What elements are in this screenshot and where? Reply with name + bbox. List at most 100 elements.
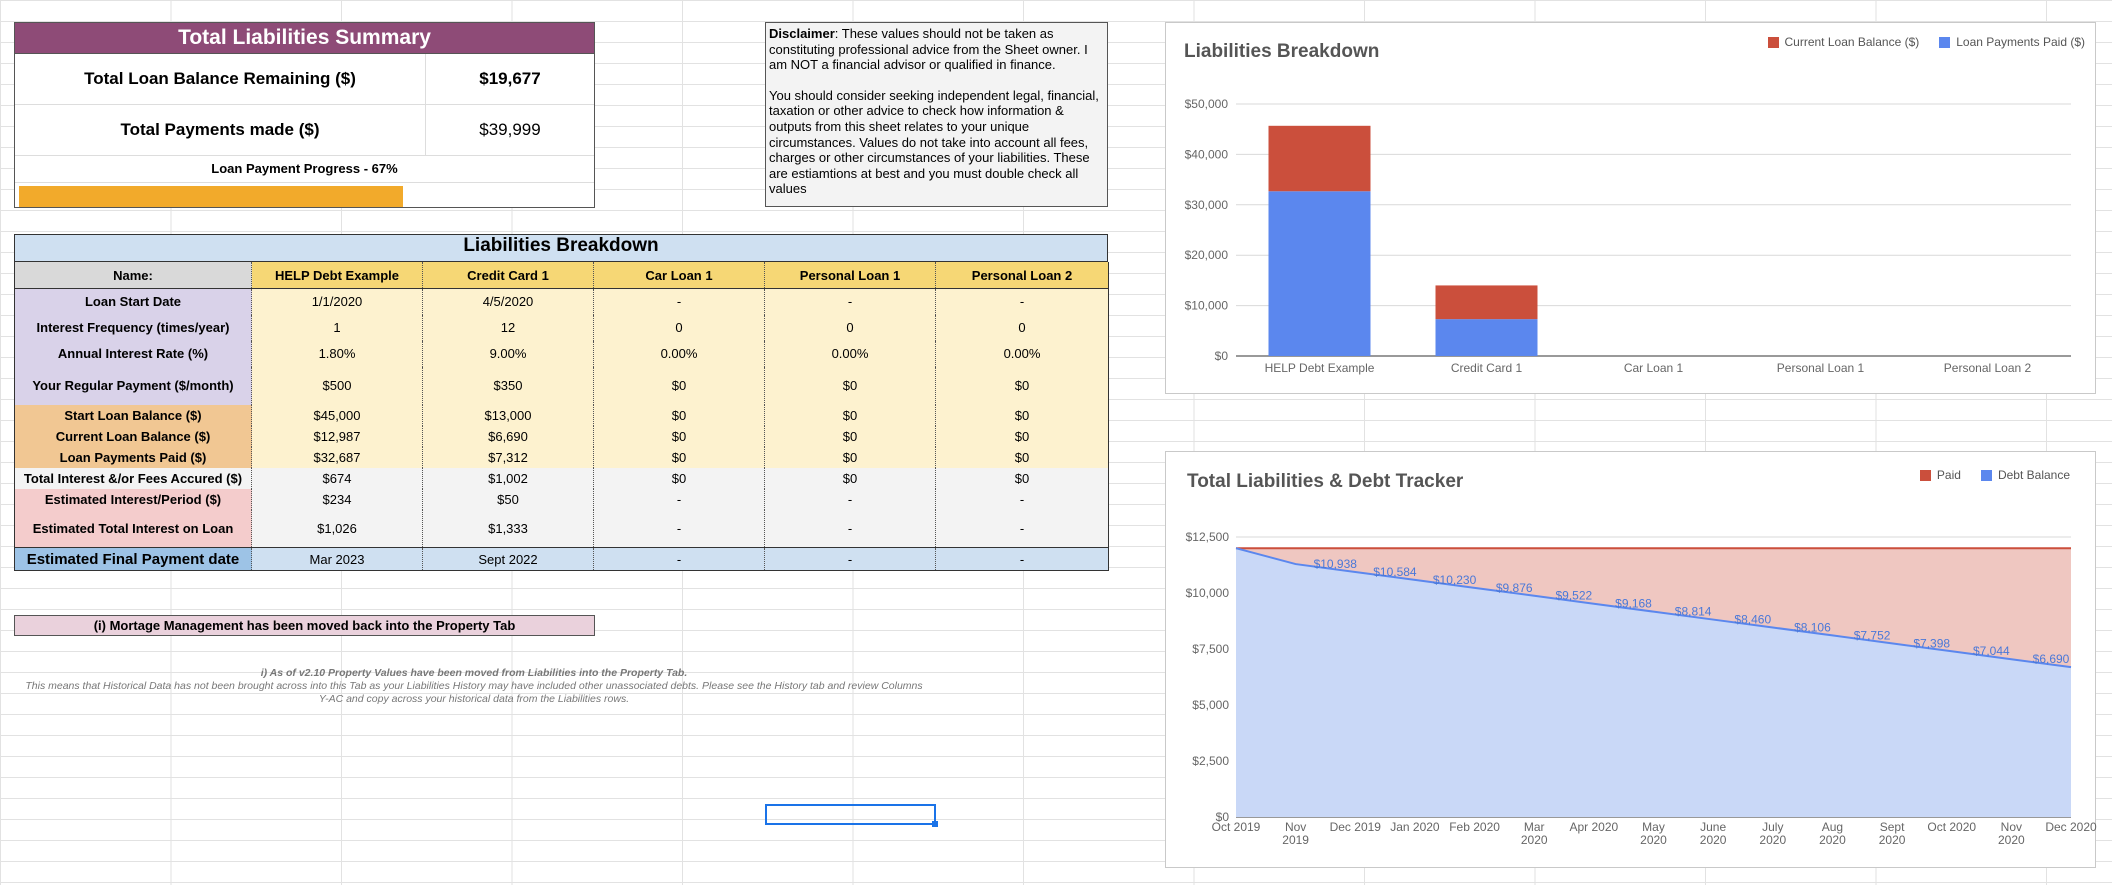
- table-cell[interactable]: $45,000: [251, 404, 423, 426]
- table-cell[interactable]: $7,312: [422, 446, 594, 468]
- column-header[interactable]: Credit Card 1: [422, 262, 594, 289]
- table-cell[interactable]: -: [764, 509, 936, 548]
- table-cell[interactable]: $0: [593, 404, 765, 426]
- row-label[interactable]: Estimated Final Payment date: [14, 547, 252, 571]
- table-cell[interactable]: $12,987: [251, 425, 423, 447]
- table-cell[interactable]: $674: [251, 467, 423, 489]
- row-label[interactable]: Annual Interest Rate (%): [14, 340, 252, 367]
- data-label: $6,690: [2033, 652, 2070, 666]
- y-tick-label: $30,000: [1185, 198, 1229, 212]
- x-tick-label: Mar 2020: [1521, 820, 1548, 847]
- selected-cell[interactable]: [765, 804, 938, 827]
- summary-row-payments[interactable]: Total Payments made ($) $39,999: [15, 105, 594, 156]
- table-cell[interactable]: $50: [422, 488, 594, 510]
- table-cell[interactable]: $13,000: [422, 404, 594, 426]
- y-tick-label: $10,000: [1186, 586, 1230, 600]
- table-row: Total Interest &/or Fees Accured ($) $674…: [14, 467, 1109, 489]
- row-label[interactable]: Your Regular Payment ($/month): [14, 366, 252, 405]
- row-label[interactable]: Loan Start Date: [14, 288, 252, 315]
- table-cell[interactable]: 0: [935, 314, 1109, 341]
- table-cell[interactable]: Mar 2023: [251, 547, 423, 571]
- row-label[interactable]: Loan Payments Paid ($): [14, 446, 252, 468]
- table-cell[interactable]: $0: [935, 446, 1109, 468]
- x-tick-label: Dec 2019: [1330, 820, 1382, 834]
- table-cell[interactable]: $32,687: [251, 446, 423, 468]
- table-cell[interactable]: $1,002: [422, 467, 594, 489]
- table-cell[interactable]: -: [764, 547, 936, 571]
- table-cell[interactable]: $6,690: [422, 425, 594, 447]
- bar-segment: [1435, 319, 1538, 356]
- column-header[interactable]: Car Loan 1: [593, 262, 765, 289]
- table-cell[interactable]: 0: [764, 314, 936, 341]
- breakdown-title: Liabilities Breakdown: [14, 234, 1108, 262]
- table-cell[interactable]: -: [764, 288, 936, 315]
- table-cell[interactable]: $0: [764, 425, 936, 447]
- x-tick-label: Personal Loan 2: [1944, 361, 2032, 375]
- table-cell[interactable]: -: [764, 488, 936, 510]
- table-cell[interactable]: 4/5/2020: [422, 288, 594, 315]
- table-cell[interactable]: $0: [935, 404, 1109, 426]
- x-tick-label: Nov 2020: [1998, 820, 2025, 847]
- table-cell[interactable]: 1/1/2020: [251, 288, 423, 315]
- column-header[interactable]: Personal Loan 1: [764, 262, 936, 289]
- table-cell[interactable]: -: [935, 509, 1109, 548]
- row-label[interactable]: Estimated Interest/Period ($): [14, 488, 252, 510]
- table-cell[interactable]: -: [593, 288, 765, 315]
- table-cell[interactable]: -: [935, 488, 1109, 510]
- data-label: $7,044: [1973, 644, 2010, 658]
- x-tick-label: Oct 2019: [1212, 820, 1261, 834]
- x-tick-label: Aug 2020: [1819, 820, 1846, 847]
- row-label[interactable]: Total Interest &/or Fees Accured ($): [14, 467, 252, 489]
- column-header[interactable]: Name:: [14, 262, 252, 289]
- table-cell[interactable]: 0.00%: [935, 340, 1109, 367]
- table-cell[interactable]: $0: [764, 404, 936, 426]
- table-cell[interactable]: $0: [764, 366, 936, 405]
- table-cell[interactable]: $500: [251, 366, 423, 405]
- table-cell[interactable]: $0: [593, 467, 765, 489]
- table-cell[interactable]: 9.00%: [422, 340, 594, 367]
- debt-tracker-chart[interactable]: Total Liabilities & Debt Tracker Paid De…: [1165, 451, 2097, 868]
- table-cell[interactable]: $0: [593, 446, 765, 468]
- x-tick-label: Sept 2020: [1879, 820, 1906, 847]
- table-cell[interactable]: $0: [935, 467, 1109, 489]
- table-cell[interactable]: Sept 2022: [422, 547, 594, 571]
- row-label[interactable]: Interest Frequency (times/year): [14, 314, 252, 341]
- table-cell[interactable]: $0: [593, 366, 765, 405]
- data-label: $9,522: [1556, 589, 1593, 603]
- table-cell[interactable]: $0: [935, 366, 1109, 405]
- mortgage-note[interactable]: (i) Mortage Management has been moved ba…: [14, 615, 595, 636]
- table-cell[interactable]: 12: [422, 314, 594, 341]
- table-cell[interactable]: $0: [764, 446, 936, 468]
- table-cell[interactable]: $0: [935, 425, 1109, 447]
- table-cell[interactable]: 0: [593, 314, 765, 341]
- legend-swatch: [1767, 36, 1779, 48]
- table-cell[interactable]: 1: [251, 314, 423, 341]
- table-cell[interactable]: $234: [251, 488, 423, 510]
- breakdown-table: Name: HELP Debt Example Credit Card 1 Ca…: [14, 262, 1109, 571]
- table-cell[interactable]: -: [593, 488, 765, 510]
- row-label[interactable]: Current Loan Balance ($): [14, 425, 252, 447]
- chart-title: Liabilities Breakdown: [1184, 41, 1380, 62]
- table-cell[interactable]: -: [593, 509, 765, 548]
- table-cell[interactable]: $0: [764, 467, 936, 489]
- column-header[interactable]: HELP Debt Example: [251, 262, 423, 289]
- table-cell[interactable]: -: [593, 547, 765, 571]
- column-header[interactable]: Personal Loan 2: [935, 262, 1109, 289]
- row-label[interactable]: Start Loan Balance ($): [14, 404, 252, 426]
- legend-label: Paid: [1936, 468, 1961, 482]
- table-row: Start Loan Balance ($) $45,000 $13,000 $0 $0…: [14, 404, 1109, 426]
- table-cell[interactable]: 0.00%: [593, 340, 765, 367]
- table-cell[interactable]: $1,333: [422, 509, 594, 548]
- row-label[interactable]: Estimated Total Interest on Loan: [14, 509, 252, 548]
- legend-swatch: [1980, 469, 1992, 481]
- table-cell[interactable]: 0.00%: [764, 340, 936, 367]
- liabilities-breakdown-chart[interactable]: Liabilities Breakdown Current Loan Balan…: [1165, 22, 2096, 394]
- summary-row-balance[interactable]: Total Loan Balance Remaining ($) $19,677: [15, 54, 594, 105]
- table-cell[interactable]: $0: [593, 425, 765, 447]
- table-cell[interactable]: -: [935, 288, 1109, 315]
- table-cell[interactable]: -: [935, 547, 1109, 571]
- table-cell[interactable]: $350: [422, 366, 594, 405]
- table-cell[interactable]: 1.80%: [251, 340, 423, 367]
- y-tick-label: $12,500: [1186, 530, 1230, 544]
- table-cell[interactable]: $1,026: [251, 509, 423, 548]
